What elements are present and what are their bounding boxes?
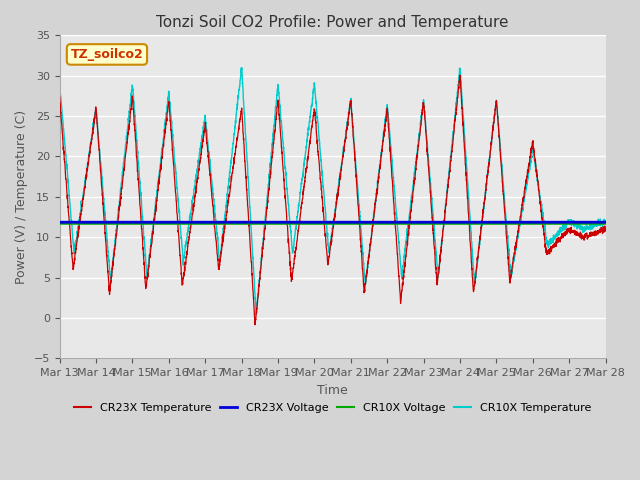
Legend: CR23X Temperature, CR23X Voltage, CR10X Voltage, CR10X Temperature: CR23X Temperature, CR23X Voltage, CR10X … [70, 398, 595, 417]
Y-axis label: Power (V) / Temperature (C): Power (V) / Temperature (C) [15, 110, 28, 284]
Text: TZ_soilco2: TZ_soilco2 [70, 48, 143, 61]
Title: Tonzi Soil CO2 Profile: Power and Temperature: Tonzi Soil CO2 Profile: Power and Temper… [156, 15, 509, 30]
X-axis label: Time: Time [317, 384, 348, 396]
